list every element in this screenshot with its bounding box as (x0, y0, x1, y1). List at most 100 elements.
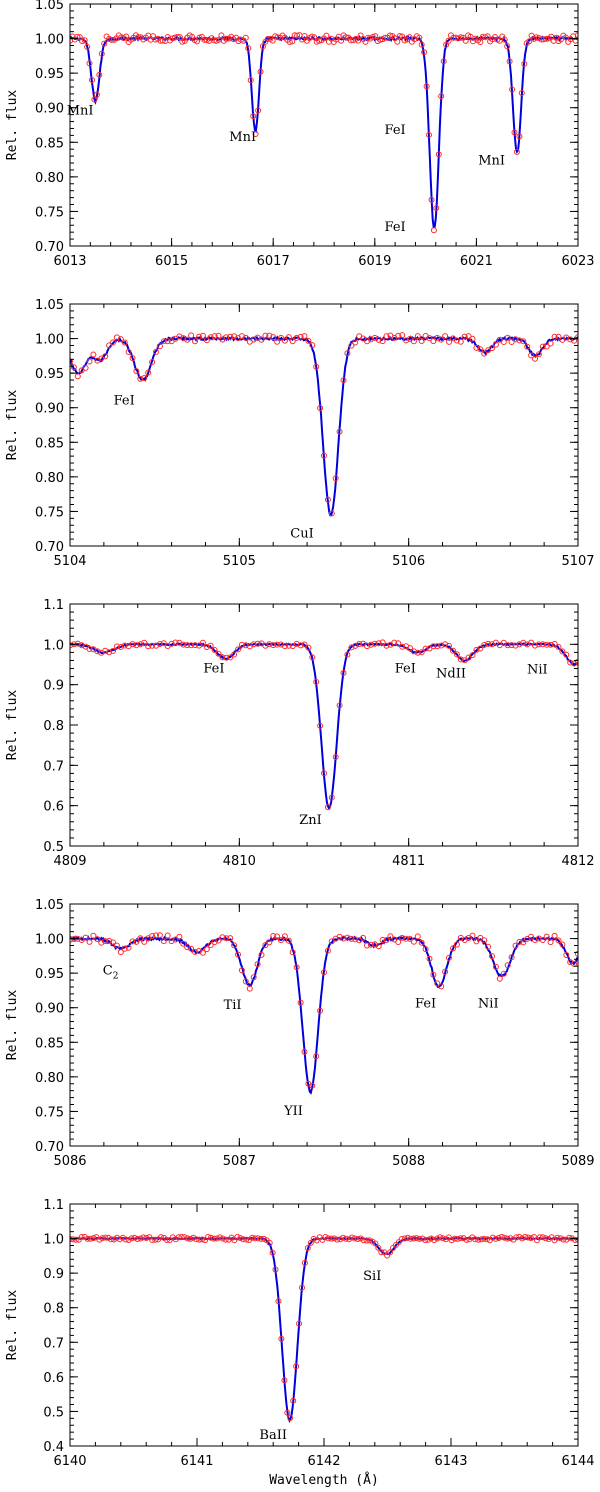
observed-point (301, 333, 308, 340)
observed-point (430, 338, 437, 345)
observed-point (439, 1235, 446, 1242)
y-tick-label: 1.05 (35, 898, 64, 913)
observed-point (305, 337, 312, 344)
observed-point (287, 1415, 294, 1421)
observed-point (518, 90, 525, 96)
observed-point (207, 942, 214, 948)
observed-point (539, 937, 546, 943)
observed-point (525, 1234, 532, 1241)
observed-point (234, 1233, 241, 1240)
line-id-label: ZnI (299, 813, 322, 828)
spectrum-panel-1: 6013 6015 6017 6019 6021 6023 0.70 0.75 0.80 0.85… (5, 0, 595, 269)
observed-point (301, 1259, 308, 1266)
observed-point (360, 934, 367, 941)
x-tick-label: 6023 (561, 254, 594, 269)
observed-point (94, 936, 101, 943)
observed-point (520, 338, 527, 345)
observed-point (478, 1236, 485, 1243)
observed-point (231, 942, 238, 949)
observed-point (106, 649, 113, 656)
observed-point (290, 1397, 297, 1404)
observed-point (575, 1236, 578, 1243)
observed-point (516, 133, 523, 140)
observed-point (372, 1240, 379, 1247)
x-tick-label: 5106 (392, 554, 425, 569)
observed-point (481, 1235, 487, 1242)
observed-point (430, 227, 437, 234)
observed-point (416, 1235, 423, 1242)
observed-point (86, 358, 93, 365)
observed-point (106, 342, 113, 349)
observed-point (145, 643, 152, 650)
observed-point (86, 646, 93, 652)
observed-point (79, 38, 86, 45)
observed-point (90, 1235, 97, 1242)
observed-point (211, 333, 218, 340)
observed-point (532, 937, 538, 943)
observed-point (331, 1235, 338, 1242)
observed-point (379, 338, 386, 345)
observed-point (172, 936, 179, 943)
observed-point (543, 343, 550, 350)
observed-point (454, 1235, 461, 1242)
observed-point (91, 96, 98, 103)
observed-point (102, 938, 109, 945)
x-tick-label: 6013 (53, 254, 86, 269)
observed-point (278, 937, 284, 944)
observed-point (338, 37, 345, 44)
observed-point (111, 1236, 117, 1243)
observed-point (560, 1236, 567, 1243)
observed-point (414, 333, 421, 340)
observed-point (84, 1235, 91, 1242)
observed-point (477, 346, 484, 353)
y-tick-label: 0.6 (43, 1371, 64, 1386)
synthetic-spectrum-line (70, 935, 578, 1095)
observed-point (117, 336, 124, 343)
observed-point (421, 49, 428, 56)
y-tick-label: 0.90 (35, 402, 64, 417)
observed-point (462, 37, 469, 44)
observed-point (367, 336, 374, 343)
observed-point (555, 333, 562, 340)
y-tick-label: 1.00 (35, 333, 64, 348)
x-tick-label: 4809 (53, 854, 86, 869)
observed-point (281, 337, 288, 344)
observed-point (240, 1236, 247, 1243)
y-tick-label: 0.75 (35, 505, 64, 520)
y-tick-label: 0.9 (43, 679, 64, 694)
observed-point (547, 340, 554, 347)
observed-point (450, 647, 456, 654)
observed-point (281, 1377, 288, 1384)
observed-point (512, 942, 519, 949)
observed-point (178, 1233, 185, 1240)
y-tick-label: 0.90 (35, 102, 64, 117)
observed-point (181, 1234, 188, 1241)
observed-point (131, 1234, 138, 1241)
observed-point (379, 639, 386, 646)
observed-point (512, 336, 519, 343)
observed-point (227, 935, 234, 942)
observed-point (158, 1234, 164, 1241)
observed-point (543, 933, 550, 940)
observed-point (547, 641, 554, 648)
observed-point (481, 937, 488, 944)
y-tick-label: 0.7 (43, 759, 64, 774)
observed-point (110, 647, 116, 654)
observed-point (266, 939, 273, 946)
observed-point (506, 58, 513, 65)
y-tick-label: 1.05 (35, 0, 64, 13)
observed-point (364, 942, 370, 949)
observed-point (321, 770, 327, 777)
observed-point (559, 941, 566, 948)
observed-point (422, 645, 429, 652)
observed-point (70, 642, 73, 649)
observed-point (289, 338, 296, 345)
observed-point (539, 641, 546, 648)
observed-point (199, 332, 206, 339)
observed-point (489, 953, 495, 960)
observed-point (260, 1235, 267, 1242)
observed-point (440, 58, 447, 65)
observed-point (252, 131, 259, 137)
observed-point (469, 932, 476, 939)
observed-point (203, 337, 210, 344)
